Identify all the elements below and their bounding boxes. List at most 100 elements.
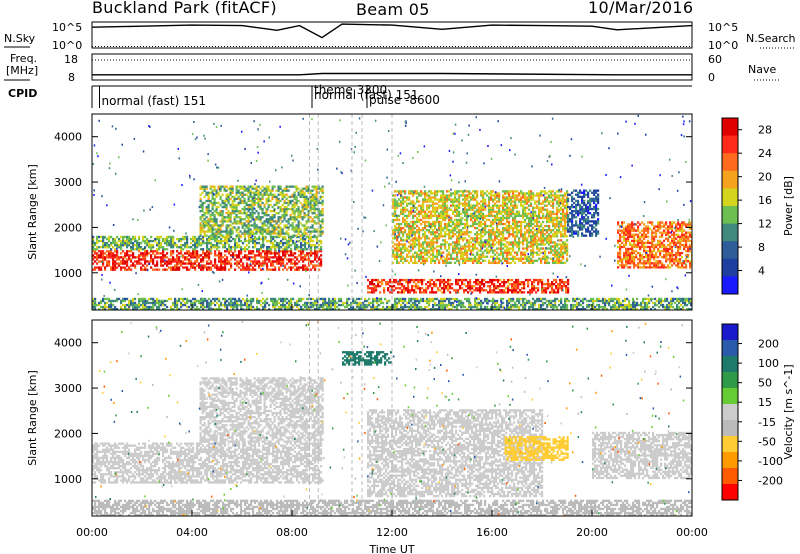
heatmap-cell [468,208,471,211]
heatmap-cell [536,220,539,224]
heatmap-cell [244,248,247,251]
heatmap-cell [261,234,264,237]
heatmap-cell [552,249,555,252]
heatmap-cell [92,241,95,245]
heatmap-cell [530,204,533,207]
heatmap-cell [283,201,286,205]
heatmap-cell [505,281,508,284]
heatmap-cell [398,227,401,230]
heatmap-cell [315,189,318,192]
heatmap-cell [116,250,119,253]
heatmap-cell [118,246,121,249]
heatmap-cell [452,204,455,207]
heatmap-cell [255,230,258,233]
heatmap-cell [256,260,259,263]
heatmap-cell [237,210,240,213]
heatmap-cell [448,224,451,228]
heatmap-cell [302,268,305,271]
heatmap-cell [595,189,598,192]
heatmap-cell [404,218,407,222]
heatmap-cell [215,195,218,199]
heatmap-cell [106,244,109,247]
heatmap-cell [263,214,266,217]
heatmap-cell [400,249,403,252]
heatmap-cell [563,281,566,284]
heatmap-cell [541,283,544,286]
heatmap-cell [249,228,252,231]
heatmap-cell [209,226,212,229]
heatmap-cell [408,241,411,244]
heatmap-cell [577,232,580,235]
heatmap-cell [426,241,429,244]
heatmap-cell [310,237,313,241]
heatmap-cell [464,257,467,260]
heatmap-cell [300,258,303,261]
heatmap-cell [468,224,471,228]
heatmap-cell [196,252,199,255]
heatmap-cell [484,206,487,209]
heatmap-cell [466,220,469,224]
heatmap-cell [312,252,315,255]
heatmap-cell [222,260,225,263]
heatmap-cell [520,220,523,224]
heatmap-cell [178,258,181,261]
heatmap-cell [591,191,594,194]
heatmap-cell [532,194,535,197]
heatmap-cell [224,235,227,239]
heatmap-cell [442,200,445,203]
heatmap-cell [426,204,429,207]
heatmap-cell [418,239,421,242]
heatmap-cell [522,253,525,256]
heatmap-cell [434,196,437,199]
heatmap-cell [312,244,315,247]
heatmap-cell [178,246,181,249]
heatmap-cell [184,258,187,261]
heatmap-cell [272,235,275,239]
heatmap-cell [122,258,125,261]
heatmap-cell [406,237,409,240]
heatmap-cell [126,262,129,265]
heatmap-cell [583,226,586,229]
heatmap-cell [472,220,475,224]
heatmap-cell [527,278,530,282]
heatmap-cell [443,283,446,286]
heatmap-cell [458,243,461,246]
heatmap-cell [550,214,553,218]
heatmap-cell [265,220,268,223]
heatmap-cell [319,224,322,227]
heatmap-cell [410,259,413,262]
heatmap-cell [542,239,545,242]
heatmap-cell [444,239,447,242]
heatmap-cell [211,232,214,235]
heatmap-cell [208,258,211,261]
heatmap-cell [482,231,485,234]
heatmap-cell [512,192,515,195]
heatmap-cell [291,203,294,207]
heatmap-cell [265,232,268,235]
heatmap-cell [552,206,555,209]
heatmap-cell [261,232,264,235]
heatmap-cell [230,262,233,265]
heatmap-cell [508,190,511,193]
heatmap-cell [211,228,214,231]
heatmap-cell [290,258,293,261]
heatmap-cell [265,185,268,188]
heatmap-cell [423,278,426,282]
heatmap-cell [309,201,312,205]
heatmap-cell [316,239,319,243]
heatmap-cell [498,239,501,242]
heatmap-cell [507,278,510,282]
heatmap-cell [283,216,286,219]
heatmap-cell [249,185,252,188]
heatmap-cell [424,200,427,203]
heatmap-cell [112,266,115,269]
heatmap-cell [414,220,417,224]
heatmap-cell [96,237,99,241]
heatmap-cell [533,287,536,290]
heatmap-cell [188,246,191,249]
heatmap-cell [134,260,137,263]
heatmap-cell [595,195,598,199]
heatmap-cell [158,237,161,241]
heatmap-cell [426,257,429,260]
heatmap-cell [320,262,323,265]
